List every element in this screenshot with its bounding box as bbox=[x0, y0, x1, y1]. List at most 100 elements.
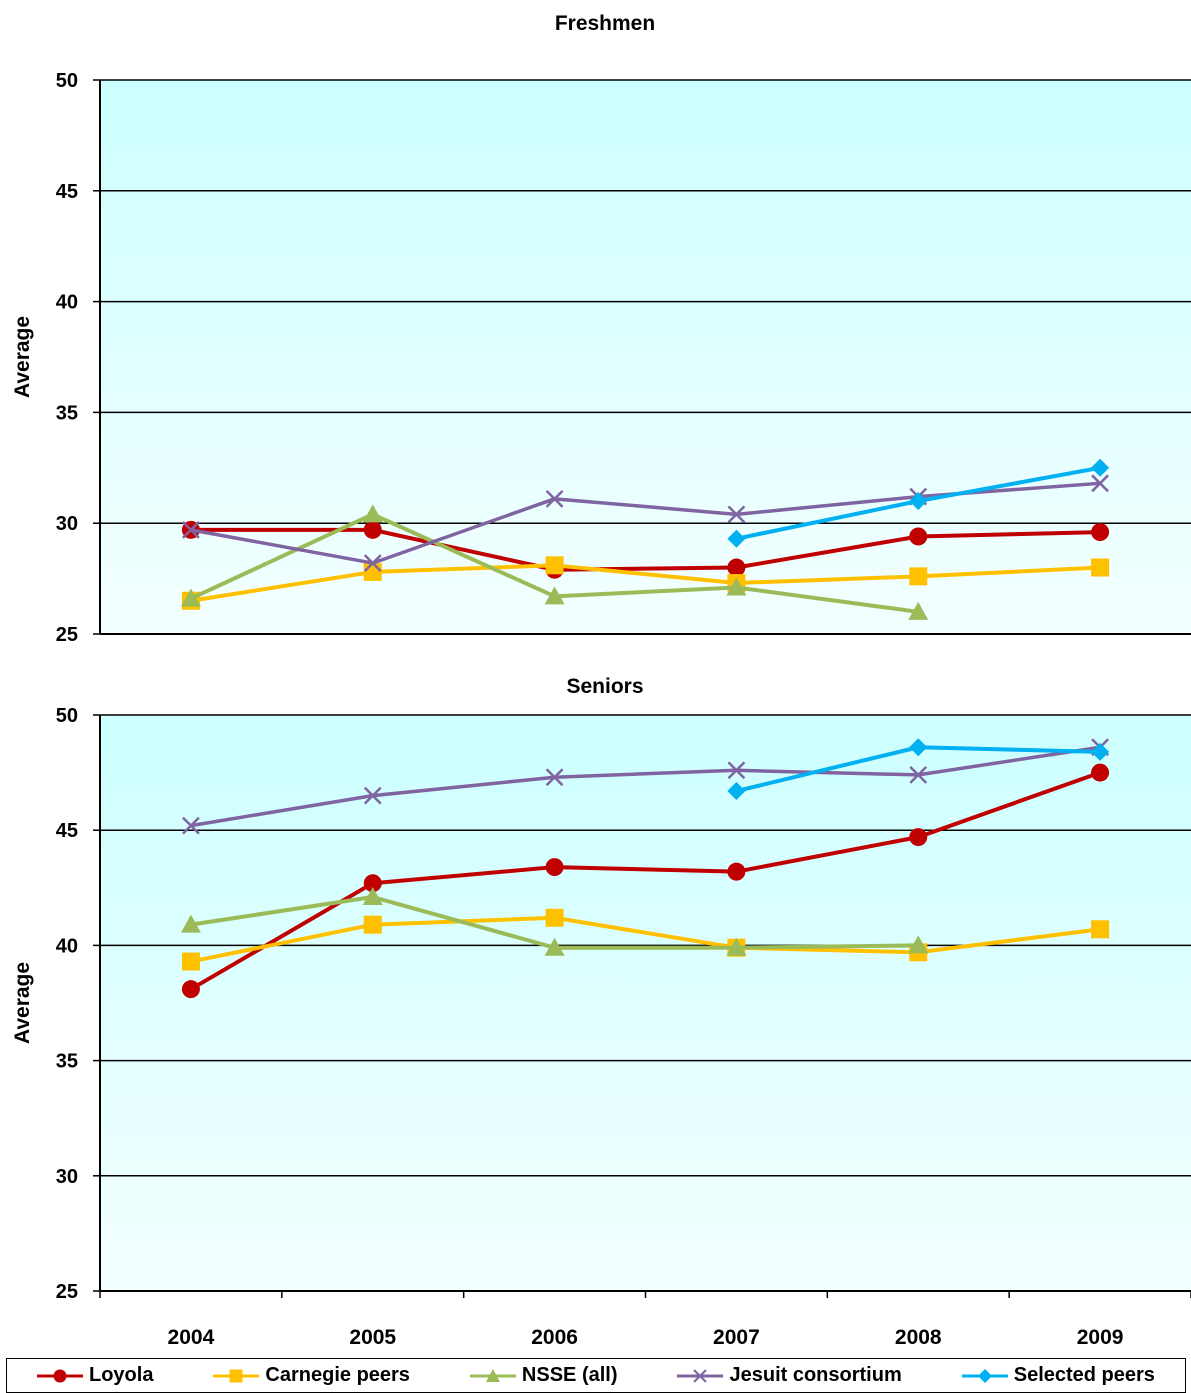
data-point bbox=[909, 738, 928, 757]
data-point bbox=[363, 915, 382, 934]
charts-canvas: 253035404550FreshmenAverage2530354045502… bbox=[11, 12, 1191, 1349]
legend-item: Selected peers bbox=[961, 1364, 1155, 1387]
y-axis-label: Average bbox=[11, 962, 34, 1044]
data-point bbox=[727, 505, 746, 524]
data-point bbox=[726, 937, 747, 956]
legend-label: Carnegie peers bbox=[265, 1364, 410, 1386]
data-point bbox=[362, 504, 383, 523]
data-point bbox=[909, 766, 928, 784]
data-point bbox=[727, 558, 746, 577]
series-jesuit-consortium bbox=[182, 738, 1109, 835]
legend-label: Jesuit consortium bbox=[729, 1364, 902, 1386]
data-point bbox=[363, 786, 382, 805]
legend-marker bbox=[485, 1368, 500, 1382]
data-point bbox=[181, 952, 200, 971]
data-point bbox=[363, 554, 382, 572]
data-point bbox=[180, 914, 201, 933]
legend-label: Selected peers bbox=[1013, 1364, 1155, 1386]
series-nsse-all bbox=[180, 504, 929, 620]
data-point bbox=[363, 562, 382, 581]
legend-item: Jesuit consortium bbox=[677, 1364, 902, 1387]
y-tick-label: 35 bbox=[56, 402, 78, 424]
square-marker-icon bbox=[213, 1369, 260, 1382]
series-line bbox=[190, 745, 1101, 828]
legend-label: Loyola bbox=[88, 1364, 154, 1386]
chart-seniors: 25 30 35 40 45 50 2004 2005 2006 2007 2008 2009 Seni… bbox=[11, 675, 1191, 1349]
circle-marker-icon bbox=[36, 1369, 83, 1382]
series-line bbox=[190, 915, 1101, 964]
data-point bbox=[545, 858, 564, 877]
y-tick-label: 30 bbox=[56, 513, 78, 535]
legend-marker bbox=[693, 1368, 708, 1383]
legend-item: Loyola bbox=[36, 1364, 154, 1387]
y-tick-label: 45 bbox=[56, 181, 78, 203]
plot-area bbox=[100, 80, 1191, 634]
data-point bbox=[1091, 558, 1110, 577]
data-point bbox=[727, 529, 746, 548]
plot-area bbox=[100, 715, 1191, 1291]
data-point bbox=[727, 862, 746, 881]
legend-item: NSSE (all) bbox=[469, 1364, 618, 1387]
data-point bbox=[545, 768, 564, 787]
x-tick-label: 2005 bbox=[349, 1326, 396, 1349]
chart-freshmen: 25 30 35 40 45 50 Freshmen Average bbox=[11, 12, 1191, 646]
legend-marker bbox=[229, 1369, 243, 1382]
x-tick-label: 2007 bbox=[713, 1326, 760, 1349]
data-point bbox=[727, 782, 746, 801]
x-tick-label: 2006 bbox=[531, 1326, 578, 1349]
chart-title: Seniors bbox=[566, 675, 643, 698]
data-point bbox=[727, 761, 746, 780]
data-point bbox=[1091, 920, 1110, 939]
data-point bbox=[182, 816, 200, 835]
y-tick-label: 40 bbox=[56, 935, 78, 957]
legend-marker bbox=[53, 1369, 67, 1382]
data-point bbox=[180, 588, 201, 607]
data-point bbox=[363, 520, 382, 539]
legend-item: Carnegie peers bbox=[213, 1364, 410, 1387]
y-tick-label: 30 bbox=[56, 1166, 78, 1188]
data-point bbox=[908, 935, 929, 954]
y-tick-label: 25 bbox=[56, 624, 78, 646]
series-selected-peers bbox=[727, 738, 1110, 801]
y-tick-label: 35 bbox=[56, 1051, 78, 1073]
data-point bbox=[1091, 523, 1110, 542]
y-tick-label: 50 bbox=[56, 70, 78, 92]
data-point bbox=[909, 828, 928, 847]
data-point bbox=[363, 874, 382, 893]
data-point bbox=[909, 567, 928, 586]
triangle-marker-icon bbox=[469, 1368, 516, 1382]
x-marker-icon bbox=[677, 1368, 724, 1383]
data-point bbox=[544, 937, 565, 956]
data-point bbox=[908, 601, 929, 620]
data-point bbox=[726, 577, 747, 596]
diamond-marker-icon bbox=[961, 1368, 1008, 1383]
series-nsse-all bbox=[180, 887, 929, 956]
data-point bbox=[182, 520, 200, 539]
x-tick-label: 2004 bbox=[168, 1326, 215, 1349]
data-point bbox=[181, 980, 200, 999]
data-point bbox=[362, 887, 383, 906]
data-point bbox=[545, 489, 564, 508]
series-line bbox=[190, 563, 1101, 603]
y-tick-label: 25 bbox=[56, 1281, 78, 1303]
y-tick-label: 45 bbox=[56, 820, 78, 842]
data-point bbox=[909, 527, 928, 546]
legend-label: NSSE (all) bbox=[521, 1364, 618, 1386]
data-point bbox=[544, 586, 565, 605]
data-point bbox=[1091, 458, 1110, 477]
data-point bbox=[545, 908, 564, 927]
legend: Loyola Carnegie peers NSSE (all) Jesuit con… bbox=[6, 1358, 1186, 1393]
chart-title: Freshmen bbox=[555, 12, 655, 35]
data-point bbox=[545, 556, 564, 575]
legend-marker bbox=[977, 1368, 992, 1383]
data-point bbox=[909, 492, 928, 511]
y-tick-label: 50 bbox=[56, 705, 78, 727]
data-point bbox=[1091, 474, 1109, 493]
y-axis-label: Average bbox=[11, 316, 34, 398]
series-selected-peers bbox=[727, 458, 1110, 548]
x-tick-label: 2008 bbox=[895, 1326, 942, 1349]
x-tick-label: 2009 bbox=[1077, 1326, 1124, 1349]
data-point bbox=[1091, 763, 1110, 782]
data-point bbox=[1091, 742, 1110, 761]
